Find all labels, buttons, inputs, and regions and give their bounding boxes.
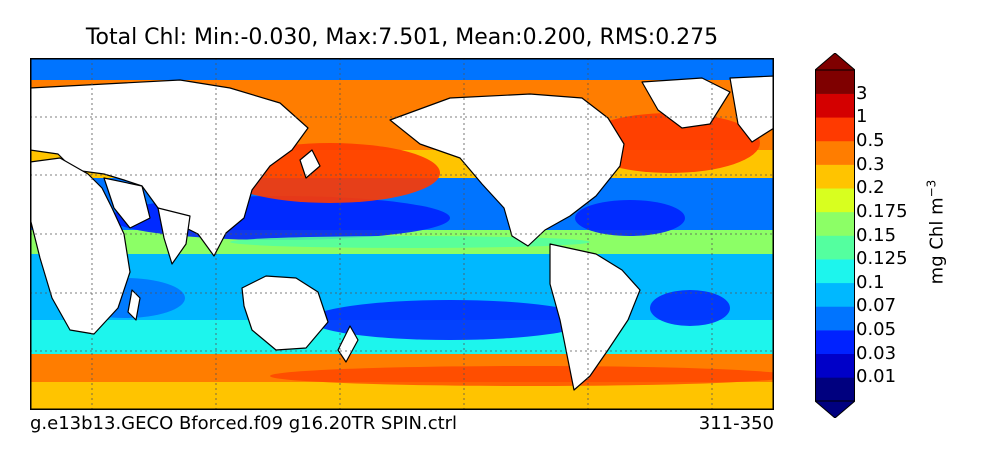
colorbar-tick-label: 0.01: [856, 366, 897, 388]
colorbar-tick-label: 0.03: [856, 342, 897, 364]
land-india: [157, 207, 191, 265]
south-atlantic-gyre: [650, 290, 730, 326]
land-arabia: [103, 177, 151, 229]
colorbar-tick-label: 0.125: [856, 248, 908, 270]
colorbar-tick-label: 0.15: [856, 224, 897, 246]
equatorial-upwelling: [230, 236, 590, 248]
map-frame: [30, 58, 774, 410]
colorbar-tick-label: 0.3: [856, 153, 885, 175]
southern-ocean-bloom: [270, 366, 774, 386]
land-new-zealand: [337, 325, 359, 363]
band-antarctic-front: [30, 382, 774, 410]
land-madagascar: [127, 289, 141, 321]
band-arctic: [30, 58, 774, 80]
colorbar: [815, 53, 855, 418]
graticule: [30, 58, 774, 410]
colorbar-bin: [815, 211, 855, 236]
north-atlantic-bloom: [580, 113, 760, 173]
colorbar-extend-min: [815, 400, 855, 418]
south-pacific-gyre: [310, 300, 590, 340]
land-japan: [299, 149, 321, 179]
colorbar-tick-label: 0.07: [856, 295, 897, 317]
colorbar-bin: [815, 235, 855, 260]
colorbar-frame: [815, 69, 855, 402]
colorbar-bin: [815, 188, 855, 213]
colorbar-bin: [815, 377, 855, 402]
colorbar-tick-label: 1: [856, 106, 868, 128]
land: [30, 75, 774, 391]
land-north-america: [389, 93, 625, 247]
colorbar-bin: [815, 259, 855, 284]
colorbar-bin: [815, 282, 855, 307]
colorbar-bin: [815, 140, 855, 165]
colorbar-bin: [815, 70, 855, 94]
colorbar-bin: [815, 330, 855, 355]
time-range-label: 311-350: [698, 413, 774, 434]
north-atlantic-gyre: [575, 200, 685, 236]
colorbar-bin: [815, 93, 855, 118]
colorbar-label: mg Chl m−3: [924, 179, 948, 285]
colorbar-tick-label: 0.2: [856, 177, 885, 199]
colorbar-bin: [815, 117, 855, 142]
land-scandinavia: [729, 75, 774, 143]
chart-title: Total Chl: Min:-0.030, Max:7.501, Mean:0…: [85, 25, 719, 50]
colorbar-extend-max: [815, 53, 855, 71]
land-australia: [241, 275, 329, 351]
land-greenland: [641, 77, 731, 129]
land-africa: [30, 157, 131, 335]
colorbar-tick-label: 0.05: [856, 319, 897, 341]
chlorophyll-map: [30, 58, 774, 410]
colorbar-tick-label: 0.1: [856, 271, 885, 293]
colorbar-tick-label: 3: [856, 82, 868, 104]
land-south-america: [549, 243, 641, 391]
colorbar-bin: [815, 164, 855, 189]
colorbar-bin: [815, 306, 855, 331]
colorbar-tick-label: 0.5: [856, 129, 885, 151]
land-eurasia: [30, 79, 309, 257]
colorbar-bin: [815, 353, 855, 378]
colorbar-tick-label: 0.175: [856, 200, 908, 222]
run-name-label: g.e13b13.GECO Bforced.f09 g16.20TR SPIN.…: [30, 413, 458, 434]
